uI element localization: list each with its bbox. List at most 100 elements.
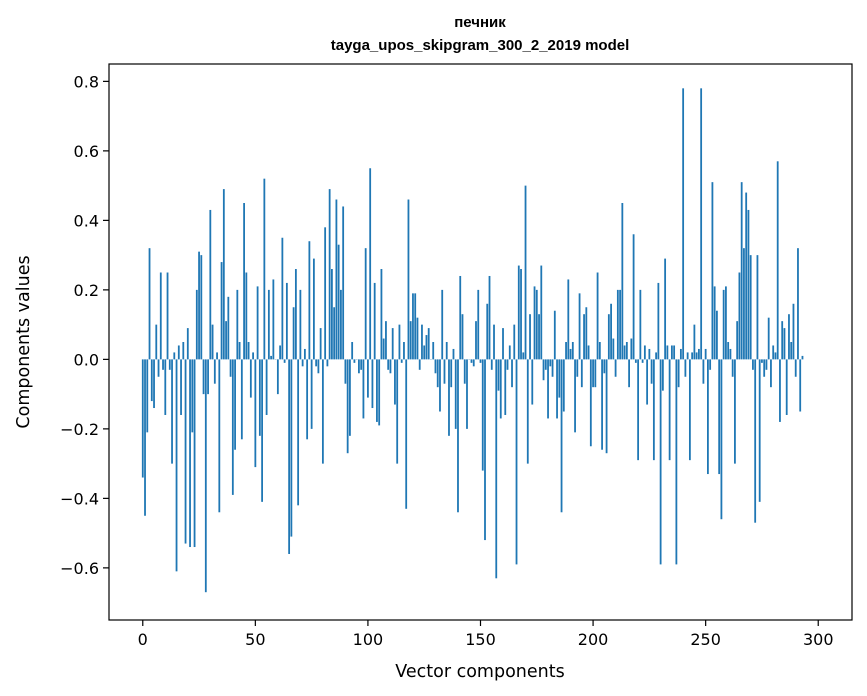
bar-48 [249,359,252,398]
bar-284 [781,321,784,360]
bar-7 [157,359,160,377]
bar-66 [290,359,293,537]
bar-129 [432,342,435,360]
bar-270 [749,255,752,360]
bar-109 [387,359,390,370]
bar-89 [342,206,345,360]
bar-253 [711,182,714,360]
bar-73 [306,359,309,440]
bar-158 [497,359,500,391]
bar-111 [391,328,394,360]
bar-181 [549,359,552,367]
bar-283 [779,359,781,422]
bar-291 [797,248,799,360]
bar-3 [148,248,151,360]
bar-276 [763,359,766,377]
bar-151 [481,359,484,471]
bar-148 [475,321,477,360]
bar-36 [222,189,225,360]
bar-199 [589,359,592,447]
bar-85 [333,307,336,360]
bar-233 [666,345,669,360]
bar-100 [367,359,369,398]
bar-40 [231,359,234,495]
bar-200 [592,359,594,388]
bar-252 [709,359,712,370]
bar-141 [459,275,462,360]
bar-114 [398,324,401,360]
bar-173 [531,359,534,405]
bar-221 [639,289,642,360]
bar-24 [195,289,198,360]
bar-224 [646,359,649,405]
bar-45 [243,203,245,360]
bar-112 [394,359,396,405]
bar-242 [686,352,689,360]
bar-117 [405,359,408,509]
bar-274 [758,359,761,502]
bar-155 [490,359,493,370]
bar-35 [220,262,223,360]
bar-203 [598,342,601,360]
bar-172 [529,314,531,360]
bar-269 [747,209,750,360]
bar-205 [603,359,606,374]
bar-183 [553,310,556,360]
bar-152 [484,359,486,541]
bar-161 [504,359,507,415]
bar-222 [641,359,644,363]
bar-209 [612,338,615,360]
bar-266 [740,182,743,360]
bar-225 [648,348,651,360]
bar-292 [799,359,802,412]
bar-263 [734,359,736,464]
bar-265 [738,272,741,360]
bar-61 [279,345,282,360]
bar-273 [756,255,759,360]
bar-130 [434,359,437,374]
bar-185 [558,359,561,398]
bar-182 [551,359,554,377]
bar-118 [407,199,410,360]
bar-153 [486,303,489,360]
bar-62 [281,237,284,360]
bar-78 [317,359,320,374]
bar-34 [218,359,221,513]
bar-275 [761,359,763,363]
bar-102 [371,359,374,409]
bar-241 [684,359,687,377]
bar-163 [508,345,511,360]
bar-97 [360,359,363,370]
bar-177 [540,265,543,360]
bar-231 [661,359,664,391]
bar-216 [628,359,630,388]
bar-26 [200,255,203,360]
bar-268 [745,192,748,360]
bar-248 [700,88,703,360]
bar-105 [378,359,381,426]
bar-138 [452,348,455,360]
bar-261 [729,348,732,360]
bar-63 [283,359,286,363]
bar-214 [623,345,626,360]
bar-68 [294,269,297,360]
bar-208 [610,303,612,360]
bar-56 [267,289,270,360]
bar-229 [657,282,660,360]
bar-64 [285,282,288,360]
bar-55 [265,359,268,415]
bar-147 [472,359,475,367]
bar-143 [463,359,466,384]
bar-289 [792,303,795,360]
bar-171 [526,359,529,464]
bar-131 [436,359,439,388]
bar-217 [630,338,633,360]
bar-77 [315,359,318,367]
bar-2 [146,359,149,433]
bar-256 [718,359,721,475]
bar-94 [353,359,356,363]
bar-21 [189,359,191,548]
bar-230 [659,359,662,565]
bar-12 [168,359,171,370]
bar-287 [788,314,790,360]
